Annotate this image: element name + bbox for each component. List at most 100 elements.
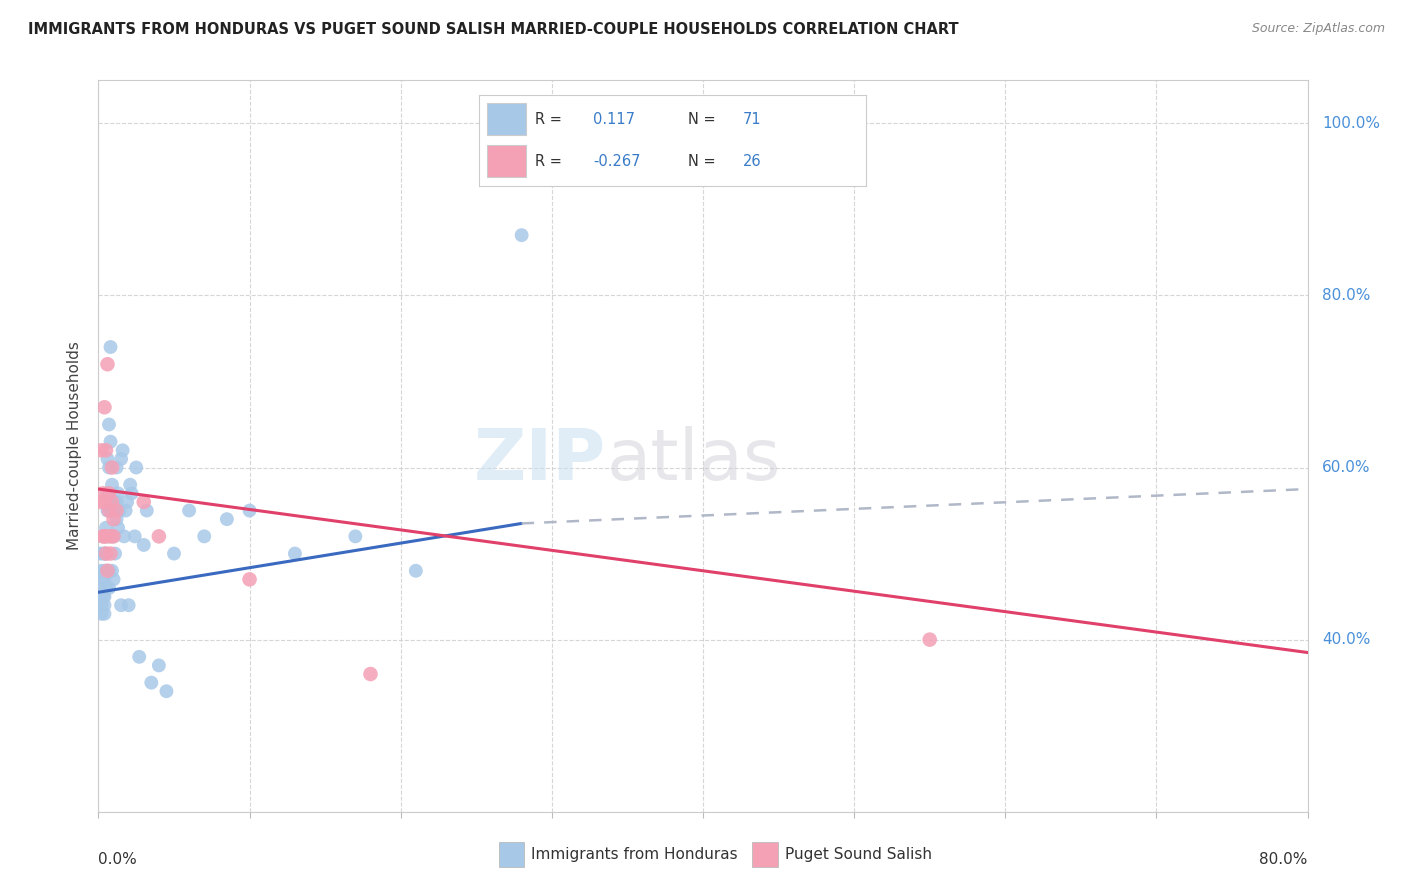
Point (125, 460, 148, 475)
Point (128, 649, 150, 664)
Point (918, 632, 941, 647)
Text: 80.0%: 80.0% (1322, 288, 1371, 303)
Point (112, 529, 135, 543)
Point (94, 581, 117, 595)
Point (96, 486, 118, 500)
Point (110, 451, 132, 466)
Point (91, 573, 114, 587)
Point (94, 521, 117, 535)
Point (103, 512, 125, 526)
Text: IMMIGRANTS FROM HONDURAS VS PUGET SOUND SALISH MARRIED-COUPLE HOUSEHOLDS CORRELA: IMMIGRANTS FROM HONDURAS VS PUGET SOUND … (28, 22, 959, 37)
Point (108, 503, 131, 517)
Point (98, 503, 121, 517)
Point (93, 564, 115, 578)
Point (100, 434, 122, 449)
Point (90, 598, 112, 612)
Text: 40.0%: 40.0% (1322, 632, 1371, 647)
Point (155, 684, 177, 698)
Point (111, 443, 134, 458)
Point (405, 564, 427, 578)
Point (90, 607, 112, 621)
Point (93, 401, 115, 415)
Point (121, 486, 143, 500)
Text: Puget Sound Salish: Puget Sound Salish (785, 847, 932, 862)
Point (120, 477, 142, 491)
Point (104, 547, 127, 561)
Point (101, 529, 124, 543)
Point (510, 228, 533, 243)
Point (360, 667, 382, 681)
Point (110, 598, 132, 612)
Point (105, 495, 128, 509)
Point (98, 564, 121, 578)
Point (132, 495, 155, 509)
Point (93, 590, 115, 604)
Text: 0.0%: 0.0% (98, 852, 138, 867)
Point (96, 357, 118, 371)
Point (284, 547, 307, 561)
Point (89, 547, 111, 561)
Point (96, 529, 118, 543)
Point (94, 529, 117, 543)
Point (98, 529, 121, 543)
Point (98, 486, 121, 500)
Point (91, 590, 114, 604)
Point (98, 581, 121, 595)
Point (93, 607, 115, 621)
Point (94, 547, 117, 561)
Text: Source: ZipAtlas.com: Source: ZipAtlas.com (1251, 22, 1385, 36)
Point (141, 675, 163, 690)
Point (105, 460, 128, 475)
Point (90, 564, 112, 578)
Point (104, 495, 127, 509)
Point (107, 486, 129, 500)
Point (124, 529, 146, 543)
Point (100, 503, 122, 517)
Point (107, 521, 129, 535)
Point (91, 529, 114, 543)
Text: atlas: atlas (606, 426, 780, 495)
Y-axis label: Married-couple Households: Married-couple Households (67, 342, 83, 550)
Point (93, 547, 115, 561)
Point (103, 529, 125, 543)
Point (114, 503, 136, 517)
Point (93, 495, 115, 509)
Point (100, 529, 122, 543)
Point (93, 573, 115, 587)
Point (89, 581, 111, 595)
Point (94, 443, 117, 458)
Point (105, 503, 128, 517)
Point (90, 443, 112, 458)
Point (91, 486, 114, 500)
Point (239, 573, 262, 587)
Point (94, 547, 117, 561)
Point (96, 451, 118, 466)
Point (91, 529, 114, 543)
Point (96, 564, 118, 578)
Point (105, 512, 128, 526)
Text: 80.0%: 80.0% (1260, 852, 1308, 867)
Point (215, 512, 238, 526)
Point (93, 598, 115, 612)
Point (103, 573, 125, 587)
Point (115, 495, 138, 509)
Text: 60.0%: 60.0% (1322, 460, 1371, 475)
Point (118, 598, 141, 612)
Point (103, 529, 125, 543)
Point (163, 547, 186, 561)
Text: Immigrants from Honduras: Immigrants from Honduras (531, 847, 738, 862)
Point (148, 529, 170, 543)
Point (239, 503, 262, 517)
Point (98, 417, 121, 432)
Point (135, 503, 157, 517)
Point (100, 340, 122, 354)
Point (193, 529, 215, 543)
Point (132, 538, 155, 552)
Point (101, 460, 124, 475)
Point (101, 477, 124, 491)
Point (94, 564, 117, 578)
Point (100, 547, 122, 561)
Point (101, 564, 124, 578)
Text: 100.0%: 100.0% (1322, 116, 1381, 131)
Point (101, 495, 124, 509)
